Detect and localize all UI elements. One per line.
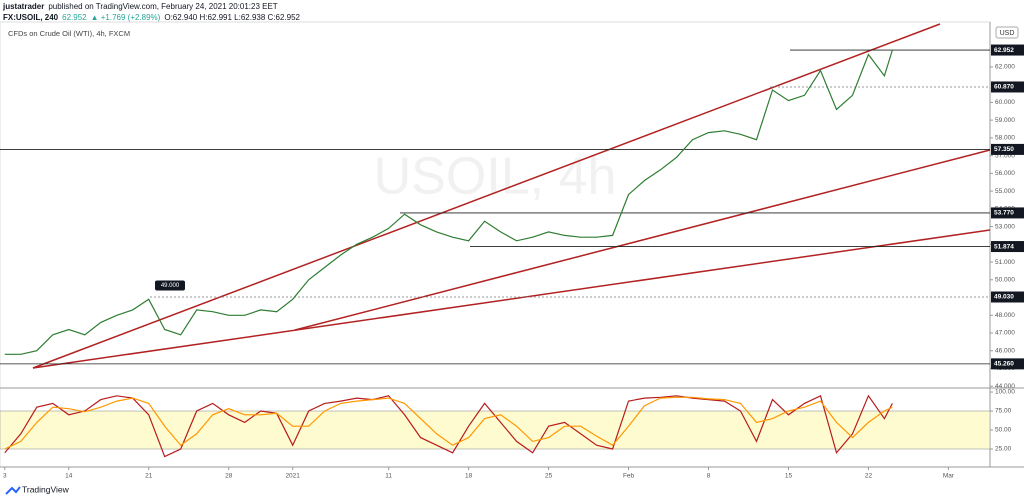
header: justatrader published on TradingView.com,… — [3, 1, 304, 23]
price-label: 53.770 — [994, 210, 1014, 217]
watermark: USOIL, 4h — [374, 148, 617, 206]
last-price: 62.952 — [62, 13, 87, 22]
y-tick-label: 56.000 — [995, 170, 1015, 177]
header-line: justatrader published on TradingView.com,… — [3, 1, 304, 12]
logo — [5, 486, 21, 495]
x-tick-label: 3 — [3, 473, 7, 480]
series-line — [4, 394, 893, 458]
y-tick-label: 75.00 — [995, 408, 1012, 415]
x-tick-label: 21 — [145, 473, 153, 480]
y-tick-label: 50.00 — [995, 427, 1012, 434]
price-label-box — [991, 143, 1024, 155]
price-label-box — [991, 207, 1024, 219]
ohlc: O:62.940 H:62.991 L:62.938 C:62.952 — [164, 13, 301, 22]
y-tick-label: 50.000 — [995, 277, 1015, 284]
y-tick-label: 60.000 — [995, 99, 1015, 106]
price-label: 49.030 — [994, 294, 1014, 301]
x-tick-label: 28 — [225, 473, 233, 480]
trend-line — [32, 23, 941, 369]
y-tick-label: 25.00 — [995, 446, 1012, 453]
x-tick-label: 25 — [545, 473, 553, 480]
published: published on TradingView.com, February 2… — [48, 2, 278, 11]
x-tick-label: 11 — [385, 473, 392, 480]
x-tick-label: 8 — [707, 473, 711, 480]
y-tick-label: 62.000 — [995, 64, 1015, 71]
price-label-box — [991, 241, 1024, 253]
instrument: CFDs on Crude Oil (WTI), 4h, FXCM — [8, 29, 130, 38]
price-label-box — [991, 81, 1024, 93]
x-tick-label: 18 — [465, 473, 473, 480]
y-tick-label: 46.000 — [995, 347, 1015, 354]
y-tick-label: 44.000 — [995, 383, 1015, 390]
price-label: 62.952 — [994, 47, 1014, 54]
trend-line — [32, 229, 991, 369]
change: ▲ +1.769 (+2.89%) — [90, 13, 161, 22]
author: justatrader — [3, 2, 45, 11]
y-tick-label: 53.000 — [995, 223, 1015, 230]
currency: USD — [1000, 30, 1015, 37]
y-tick-label: 57.000 — [995, 152, 1015, 159]
annotation-box — [155, 280, 185, 291]
brand: TradingView — [22, 484, 70, 494]
y-tick-label: 47.000 — [995, 330, 1015, 337]
x-tick-label: 14 — [65, 473, 73, 480]
price-label: 60.870 — [994, 84, 1014, 91]
x-tick-label: 2021 — [285, 473, 300, 480]
x-tick-label: 15 — [785, 473, 793, 480]
price-label: 51.874 — [994, 243, 1014, 250]
series-line — [4, 396, 893, 450]
x-tick-label: 22 — [865, 473, 873, 480]
trend-lines — [32, 23, 991, 369]
currency-box — [995, 26, 1019, 39]
x-tick-label: Mar — [943, 473, 955, 480]
annotation-label: 49.000 — [161, 283, 180, 289]
y-tick-label: 100.00 — [995, 389, 1015, 396]
price-label: 45.260 — [994, 361, 1014, 368]
trend-line — [294, 149, 991, 331]
symbol: FX:USOIL, 240 — [3, 13, 59, 22]
price-label-box — [991, 44, 1024, 56]
x-tick-label: Feb — [623, 473, 635, 480]
band — [0, 410, 991, 450]
y-tick-label: 48.000 — [995, 312, 1015, 319]
price-label: 57.350 — [994, 146, 1014, 153]
y-tick-label: 59.000 — [995, 117, 1015, 124]
header-line: FX:USOIL, 240 62.952 ▲ +1.769 (+2.89%) O:62… — [3, 12, 304, 23]
y-tick-label: 55.000 — [995, 188, 1015, 195]
series-line — [4, 49, 893, 355]
y-tick-label: 58.000 — [995, 135, 1015, 142]
y-tick-label: 51.000 — [995, 259, 1015, 266]
price-label-box — [991, 358, 1024, 370]
price-label-box — [991, 291, 1024, 303]
frame — [0, 21, 991, 468]
logo-mark — [5, 486, 21, 495]
